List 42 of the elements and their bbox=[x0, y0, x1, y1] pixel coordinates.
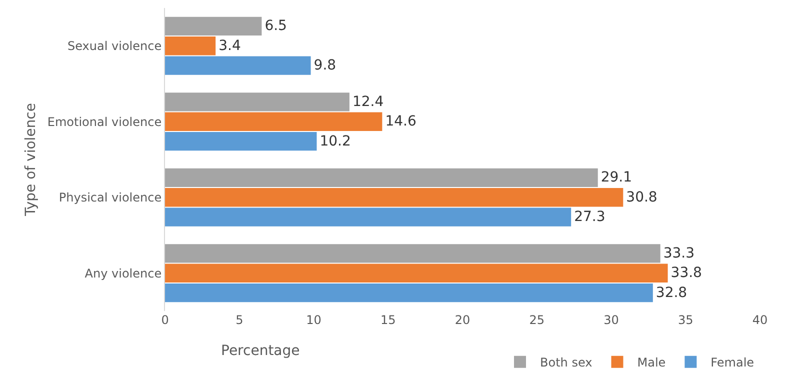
bar bbox=[165, 208, 572, 226]
y-tick-label: Sexual violence bbox=[68, 39, 162, 54]
data-label: 9.8 bbox=[314, 58, 336, 74]
bar bbox=[165, 56, 311, 75]
bar bbox=[165, 244, 660, 263]
x-axis-title: Percentage bbox=[221, 343, 300, 359]
data-label: 27.3 bbox=[574, 209, 606, 226]
x-tick-label: 0 bbox=[161, 313, 169, 327]
bar bbox=[165, 168, 598, 188]
y-tick-label: Emotional violence bbox=[47, 114, 162, 129]
y-tick-label: Any violence bbox=[84, 266, 162, 280]
data-label: 12.4 bbox=[352, 94, 384, 110]
bar bbox=[165, 264, 668, 282]
legend-label: Female bbox=[710, 356, 754, 370]
x-tick-label: 20 bbox=[454, 313, 470, 327]
data-label: 14.6 bbox=[385, 114, 416, 130]
data-label: 33.8 bbox=[670, 265, 702, 282]
bar bbox=[165, 36, 216, 56]
bar bbox=[165, 132, 317, 151]
data-label: 32.8 bbox=[656, 284, 688, 301]
bar bbox=[165, 188, 624, 207]
legend-label: Both sex bbox=[540, 356, 592, 370]
bar bbox=[165, 283, 653, 302]
data-label: 30.8 bbox=[626, 189, 658, 206]
x-tick-label: 40 bbox=[752, 313, 768, 327]
data-label: 10.2 bbox=[320, 133, 351, 150]
x-tick-label: 35 bbox=[678, 313, 694, 327]
y-tick-label: Physical violence bbox=[58, 190, 162, 205]
data-label: 6.5 bbox=[264, 18, 287, 34]
x-tick-label: 30 bbox=[604, 313, 619, 327]
bar bbox=[165, 92, 350, 112]
data-label: 3.4 bbox=[218, 38, 241, 54]
x-tick-label: 25 bbox=[529, 313, 545, 327]
x-tick-label: 5 bbox=[236, 313, 244, 327]
bar bbox=[165, 16, 262, 36]
x-tick-label: 10 bbox=[306, 313, 322, 327]
x-tick-label: 15 bbox=[380, 313, 396, 327]
data-label: 29.1 bbox=[600, 170, 632, 186]
data-label: 33.3 bbox=[663, 245, 695, 262]
legend-label: Male bbox=[637, 356, 666, 370]
y-axis-title: Type of violence bbox=[23, 103, 40, 217]
bar bbox=[165, 112, 382, 131]
